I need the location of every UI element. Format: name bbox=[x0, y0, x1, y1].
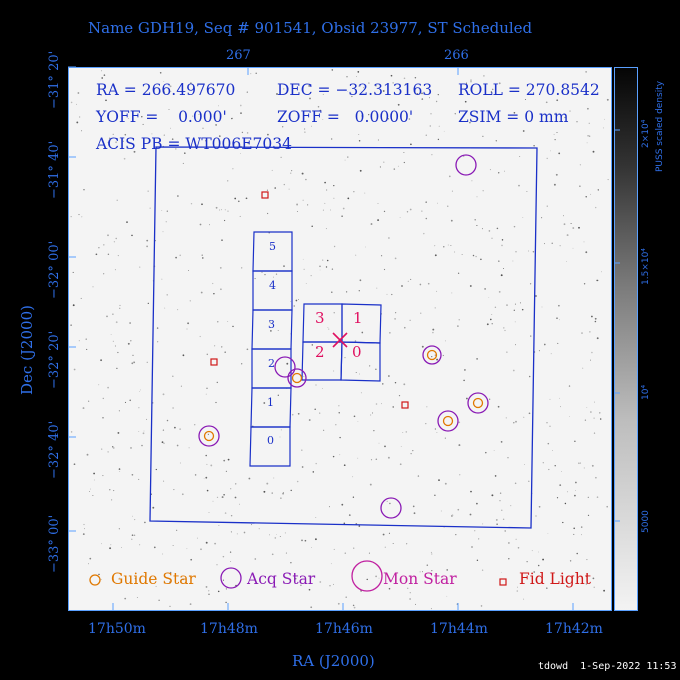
colorbar-tick-label: 10⁴ bbox=[641, 384, 651, 400]
ccd-s-label: 3 bbox=[268, 318, 275, 331]
legend-mon-symbol bbox=[351, 560, 383, 592]
ccd-s0 bbox=[249, 426, 291, 467]
yoff-value: YOFF = 0.000' bbox=[96, 108, 227, 126]
ccd-i-label: 0 bbox=[352, 343, 362, 361]
acis-s-chips bbox=[249, 231, 293, 467]
ccd-s-label: 2 bbox=[268, 357, 275, 370]
colorbar bbox=[614, 67, 638, 611]
left-tick-label: −32° 40' bbox=[47, 420, 62, 479]
left-tick-label: −31° 20' bbox=[47, 50, 62, 109]
left-tick-label: −33° 00' bbox=[47, 514, 62, 573]
ccd-s-label: 1 bbox=[267, 396, 274, 409]
ccd-s-label: 0 bbox=[267, 434, 274, 447]
legend-fid-label: Fid Light bbox=[519, 570, 591, 588]
ra-value: RA = 266.497670 bbox=[96, 81, 236, 99]
colorbar-ticks bbox=[614, 129, 620, 522]
ccd-i-label: 2 bbox=[315, 343, 325, 361]
aimpoint-marker bbox=[332, 332, 348, 348]
legend-guide-symbol bbox=[89, 574, 101, 586]
guide-stars bbox=[203, 349, 484, 442]
footer-stamp: tdowd 1-Sep-2022 11:53 bbox=[538, 661, 677, 672]
legend-acq-label: Acq Star bbox=[247, 570, 316, 588]
left-tick-label: −32° 20' bbox=[47, 330, 62, 389]
left-tick-label: −32° 00' bbox=[47, 240, 62, 299]
roll-value: ROLL = 270.8542 bbox=[458, 81, 600, 99]
colorbar-tick-label: 1.5×10⁴ bbox=[641, 248, 651, 285]
top-tick-label: 267 bbox=[226, 48, 251, 63]
acq-stars bbox=[198, 154, 489, 519]
ccd-s-label: 5 bbox=[269, 240, 276, 253]
ccd-i-label: 1 bbox=[353, 309, 363, 327]
top-tick-label: 266 bbox=[444, 48, 469, 63]
bottom-tick-label: 17h44m bbox=[430, 621, 488, 637]
bottom-tick-label: 17h48m bbox=[200, 621, 258, 637]
field-footprint bbox=[149, 146, 538, 529]
axis-ticks bbox=[68, 66, 574, 611]
colorbar-title: PUSS scaled density bbox=[655, 80, 665, 172]
legend-guide-label: Guide Star bbox=[111, 570, 196, 588]
x-axis-label: RA (J2000) bbox=[292, 652, 375, 670]
bottom-tick-label: 17h42m bbox=[545, 621, 603, 637]
acis-pb-value: ACIS PB = WT006E7034 bbox=[96, 135, 292, 153]
y-axis-label: Dec (J2000) bbox=[18, 305, 36, 395]
zoff-value: ZOFF = 0.0000' bbox=[277, 108, 414, 126]
zsim-value: ZSIM = 0 mm bbox=[458, 108, 569, 126]
colorbar-tick-label: 2×10⁴ bbox=[641, 119, 651, 148]
plot-title: Name GDH19, Seq # 901541, Obsid 23977, S… bbox=[88, 19, 533, 37]
ccd-i-label: 3 bbox=[315, 309, 325, 327]
bottom-tick-label: 17h50m bbox=[88, 621, 146, 637]
background-stars bbox=[70, 69, 609, 610]
fid-lights bbox=[210, 191, 409, 409]
colorbar-tick-label: 5000 bbox=[641, 510, 651, 533]
legend-fid-symbol bbox=[499, 578, 507, 586]
left-tick-label: −31° 40' bbox=[47, 140, 62, 199]
dec-value: DEC = −32.313163 bbox=[277, 81, 433, 99]
legend-acq-symbol bbox=[220, 567, 242, 589]
ccd-s-label: 4 bbox=[269, 279, 276, 292]
ccd-i0 bbox=[340, 341, 381, 382]
bottom-tick-label: 17h46m bbox=[315, 621, 373, 637]
legend-mon-label: Mon Star bbox=[383, 570, 457, 588]
